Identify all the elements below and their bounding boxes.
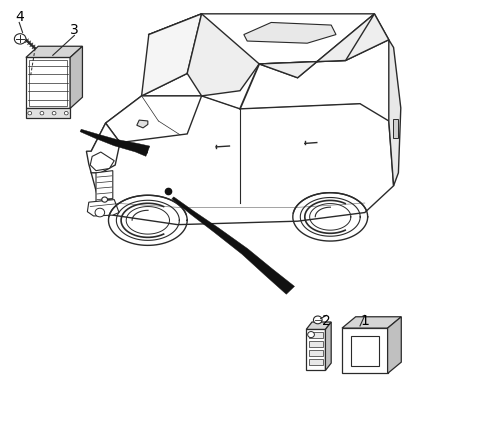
Text: 4: 4 [15, 10, 24, 24]
Bar [309, 332, 323, 338]
Circle shape [14, 34, 26, 44]
Polygon shape [90, 152, 114, 171]
Circle shape [52, 111, 56, 115]
Polygon shape [80, 129, 150, 156]
Polygon shape [306, 322, 331, 330]
Polygon shape [172, 197, 295, 294]
Polygon shape [388, 317, 401, 373]
Circle shape [64, 111, 68, 115]
Polygon shape [244, 22, 336, 43]
Polygon shape [389, 40, 401, 186]
Polygon shape [26, 46, 83, 57]
Text: 2: 2 [322, 314, 331, 327]
Text: 3: 3 [70, 23, 79, 37]
Polygon shape [137, 120, 148, 128]
Bar [26, 108, 70, 118]
Polygon shape [96, 171, 113, 202]
Polygon shape [325, 322, 331, 370]
Bar [309, 359, 323, 365]
Polygon shape [106, 96, 202, 143]
Polygon shape [142, 14, 202, 96]
Polygon shape [259, 14, 374, 78]
Circle shape [308, 332, 314, 338]
Circle shape [313, 316, 322, 324]
Polygon shape [259, 14, 389, 78]
Bar [393, 119, 398, 138]
Bar [309, 341, 323, 347]
Circle shape [28, 111, 32, 115]
Polygon shape [91, 96, 394, 225]
Bar [342, 328, 387, 373]
Bar [26, 57, 70, 108]
Circle shape [40, 111, 44, 115]
Polygon shape [87, 200, 119, 216]
Bar [306, 329, 325, 370]
Bar [350, 336, 379, 365]
Polygon shape [187, 14, 259, 96]
Polygon shape [342, 317, 401, 328]
Polygon shape [70, 46, 83, 108]
Text: 1: 1 [360, 314, 369, 327]
Polygon shape [86, 123, 120, 173]
Circle shape [95, 208, 105, 217]
Circle shape [102, 197, 108, 202]
Bar [309, 350, 323, 356]
Bar [29, 60, 67, 106]
